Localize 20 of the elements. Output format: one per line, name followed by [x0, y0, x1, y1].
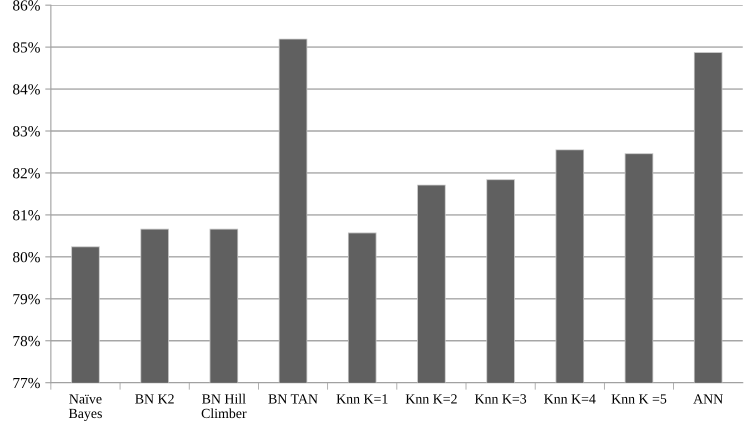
y-tick-label: 77% [13, 378, 40, 388]
y-tick-label: 79% [13, 294, 40, 304]
x-tick-label: Knn K=4 [544, 394, 596, 404]
x-tick-label: BN TAN [268, 394, 318, 404]
x-tick-label: BN Hill Climber [202, 394, 246, 418]
y-tick-label: 81% [13, 210, 40, 220]
y-tick-label: 86% [13, 0, 40, 11]
y-tick-label: 82% [13, 168, 40, 178]
y-tick-label: 80% [13, 252, 40, 262]
y-tick-label: 84% [13, 84, 40, 95]
x-tick-label: Knn K =5 [612, 394, 666, 404]
x-tick-label: ANN [693, 394, 723, 404]
x-tick-label: BN K2 [135, 394, 174, 404]
x-tick-label: Knn K=2 [406, 394, 457, 404]
x-tick-label: Knn K=1 [336, 394, 388, 404]
y-tick-label: 78% [13, 336, 40, 346]
x-tick-label: Knn K=3 [474, 394, 526, 404]
x-tick-label: Naïve Bayes [68, 394, 102, 421]
y-tick-label: 83% [13, 126, 40, 137]
y-tick-label: 85% [13, 42, 40, 53]
